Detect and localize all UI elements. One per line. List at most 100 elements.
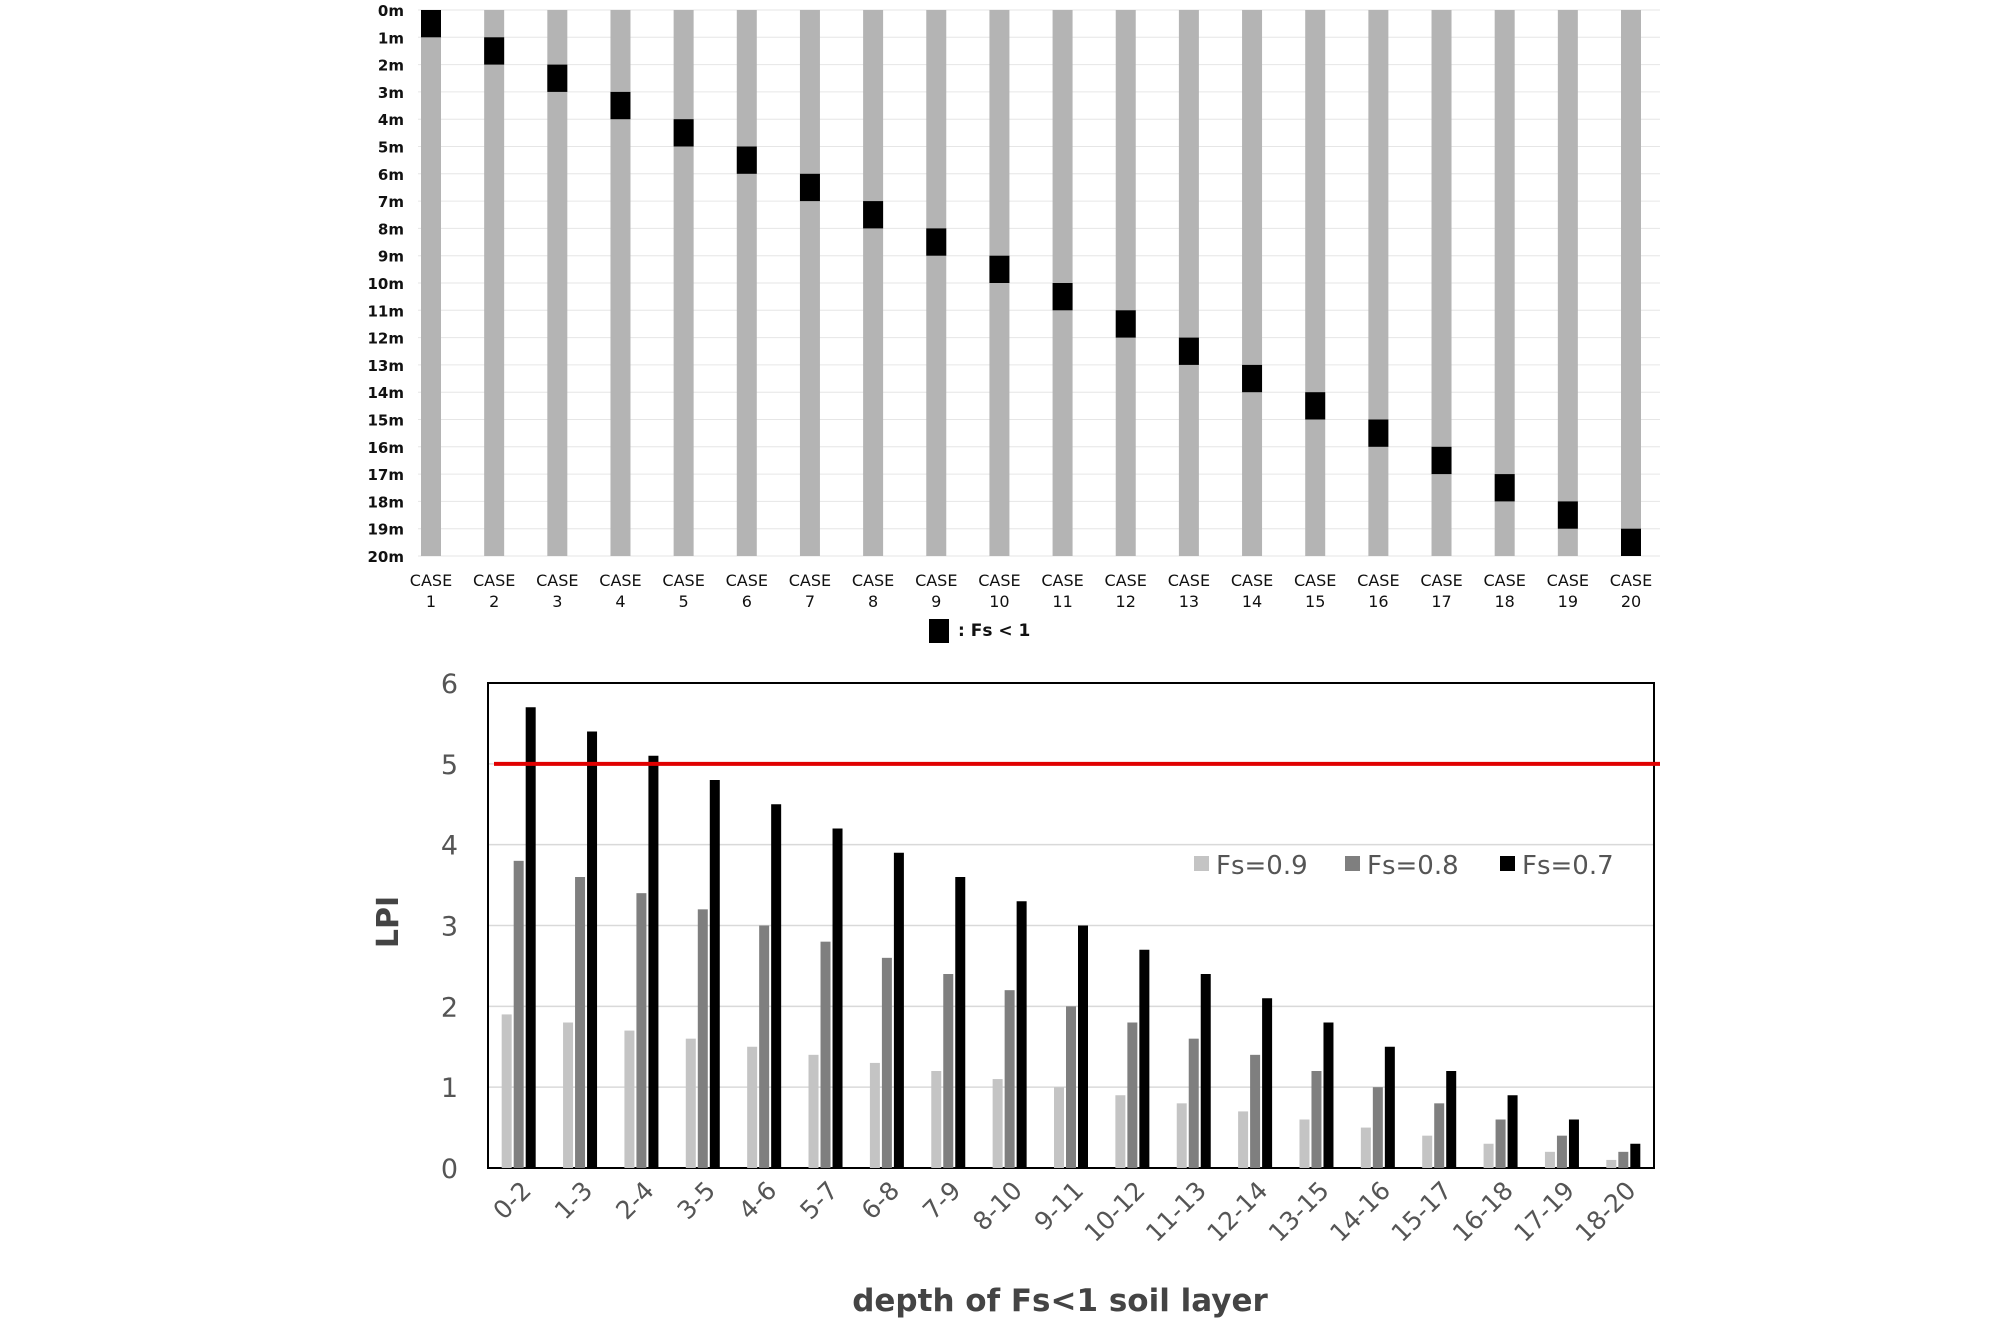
x-tick-label: 4-6 — [733, 1176, 782, 1225]
bar-Fs=0.9 — [808, 1054, 819, 1168]
case-label-line2: 12 — [1116, 592, 1136, 611]
soil-column — [673, 10, 694, 556]
y-tick-label: 0 — [441, 1154, 458, 1185]
case-label-line1: CASE — [1105, 571, 1147, 590]
legend-swatch — [1194, 856, 1209, 871]
depth-tick-label: 5m — [378, 139, 404, 157]
case-label-line1: CASE — [1041, 571, 1083, 590]
x-axis-title: depth of Fs<1 soil layer — [852, 1283, 1268, 1319]
legend-label: Fs=0.8 — [1367, 851, 1459, 881]
bar-Fs=0.7 — [955, 877, 966, 1168]
fs-layer-block — [610, 91, 631, 120]
fs-layer-block — [863, 201, 884, 229]
case-label-line1: CASE — [915, 571, 957, 590]
case-label-line2: 13 — [1179, 592, 1199, 611]
bar-Fs=0.8 — [943, 974, 954, 1168]
soil-column — [799, 10, 820, 556]
fs-layer-block — [421, 10, 441, 38]
bar-Fs=0.8 — [636, 893, 647, 1168]
depth-tick-label: 16m — [367, 439, 404, 457]
depth-tick-label: 9m — [378, 248, 404, 266]
soil-column — [926, 10, 947, 556]
bar-Fs=0.8 — [575, 877, 586, 1168]
soil-profile-legend: : Fs < 1 — [929, 619, 1030, 643]
legend-text-fs-lt-1: : Fs < 1 — [958, 621, 1030, 641]
case-label-line1: CASE — [789, 571, 831, 590]
bar-Fs=0.8 — [759, 925, 770, 1168]
bar-Fs=0.9 — [685, 1038, 696, 1168]
case-label-line2: 19 — [1558, 592, 1578, 611]
bar-Fs=0.8 — [1188, 1038, 1199, 1168]
x-tick-label: 17-19 — [1508, 1176, 1580, 1248]
x-tick-label: 15-17 — [1386, 1176, 1458, 1248]
case-label-line1: CASE — [536, 571, 578, 590]
soil-column — [1494, 10, 1515, 556]
case-label-line2: 14 — [1242, 592, 1262, 611]
depth-tick-label: 14m — [367, 384, 404, 402]
depth-tick-label: 11m — [367, 302, 404, 320]
depth-tick-label: 13m — [367, 357, 404, 375]
case-label-line1: CASE — [662, 571, 704, 590]
x-tick-label: 6-8 — [856, 1176, 905, 1225]
x-tick-label: 7-9 — [917, 1176, 966, 1225]
fs-layer-block — [1431, 446, 1452, 475]
fs-layer-block — [1305, 392, 1326, 420]
bar-Fs=0.7 — [1630, 1143, 1641, 1168]
bar-Fs=0.9 — [992, 1079, 1003, 1168]
x-tick-label: 0-2 — [488, 1176, 537, 1225]
depth-tick-label: 8m — [378, 220, 404, 238]
case-label-line1: CASE — [599, 571, 641, 590]
bar-Fs=0.8 — [1066, 1006, 1076, 1168]
case-label-line1: CASE — [1547, 571, 1589, 590]
soil-column — [1621, 10, 1641, 556]
case-label-line2: 4 — [615, 592, 625, 611]
bar-Fs=0.7 — [587, 731, 598, 1168]
bar-Fs=0.9 — [1054, 1087, 1064, 1168]
case-label-line2: 5 — [679, 592, 689, 611]
case-label-line2: 2 — [489, 592, 499, 611]
case-label-line2: 1 — [426, 592, 436, 611]
soil-column — [1178, 10, 1199, 556]
x-tick-label: 13-15 — [1263, 1176, 1335, 1248]
bar-Fs=0.8 — [1004, 990, 1015, 1168]
x-tick-label: 11-13 — [1140, 1176, 1212, 1248]
fs-layer-block — [673, 119, 694, 147]
bar-Fs=0.9 — [1544, 1151, 1555, 1168]
soil-column — [1242, 10, 1263, 556]
bar-Fs=0.9 — [747, 1046, 758, 1168]
soil-column — [1431, 10, 1452, 556]
bar-Fs=0.7 — [1016, 901, 1027, 1168]
case-label-line1: CASE — [473, 571, 515, 590]
depth-tick-label: 15m — [367, 412, 404, 430]
bar-Fs=0.7 — [709, 780, 720, 1168]
depth-tick-label: 6m — [378, 166, 404, 184]
bar-Fs=0.9 — [1606, 1159, 1617, 1168]
fs-layer-block — [484, 37, 505, 65]
fs-layer-block — [989, 255, 1010, 283]
soil-column — [547, 10, 568, 556]
bar-Fs=0.8 — [1311, 1071, 1322, 1168]
bar-Fs=0.9 — [1115, 1095, 1126, 1168]
bar-Fs=0.7 — [1139, 949, 1150, 1168]
fs-layer-block — [1494, 474, 1515, 502]
case-label-line1: CASE — [726, 571, 768, 590]
x-tick-label: 12-14 — [1201, 1176, 1273, 1248]
depth-tick-label: 19m — [367, 521, 404, 539]
case-label-line1: CASE — [1420, 571, 1462, 590]
bar-Fs=0.8 — [881, 957, 892, 1168]
soil-column — [1557, 10, 1578, 556]
fs-layer-block — [1368, 419, 1389, 447]
x-tick-label: 2-4 — [610, 1176, 659, 1225]
bar-Fs=0.7 — [893, 852, 904, 1168]
bar-Fs=0.8 — [513, 860, 524, 1168]
case-label-line2: 16 — [1368, 592, 1388, 611]
case-label-line2: 11 — [1052, 592, 1072, 611]
y-tick-label: 5 — [441, 750, 458, 781]
fs-layer-block — [926, 228, 947, 256]
case-label-line1: CASE — [852, 571, 894, 590]
case-label-line1: CASE — [978, 571, 1020, 590]
bar-Fs=0.7 — [1078, 925, 1088, 1168]
bar-Fs=0.7 — [771, 804, 782, 1168]
soil-column — [421, 10, 441, 556]
bar-Fs=0.8 — [1250, 1054, 1261, 1168]
